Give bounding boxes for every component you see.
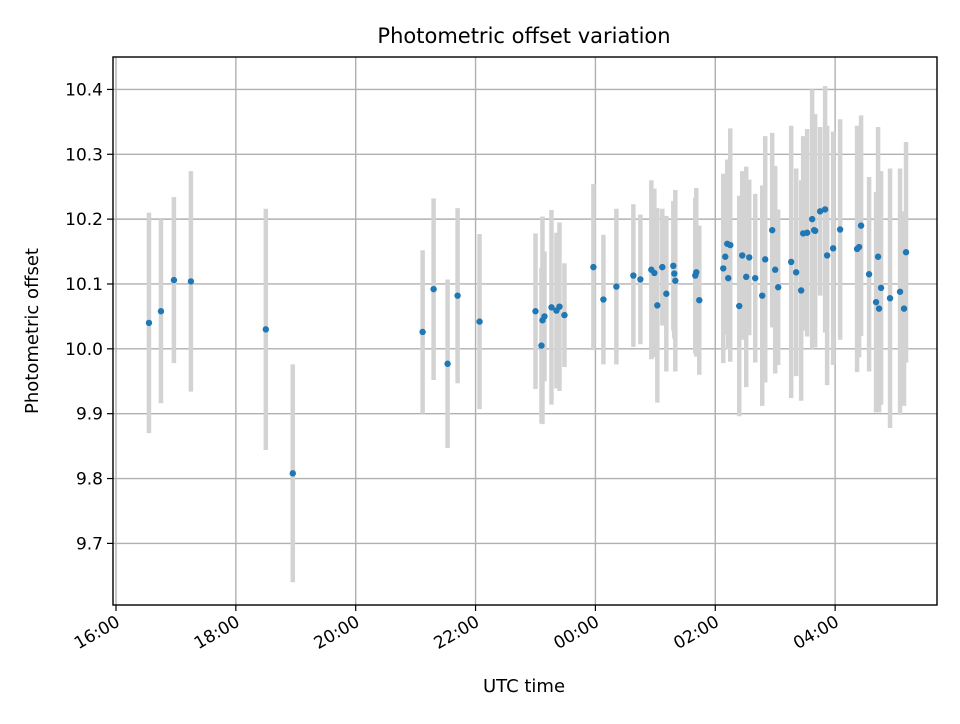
x-tick-label: 20:00: [311, 612, 363, 654]
data-point: [590, 263, 597, 271]
data-point: [157, 308, 165, 315]
chart-title: Photometric offset variation: [377, 24, 670, 48]
data-point: [630, 272, 637, 279]
data-point: [663, 290, 670, 297]
data-point: [759, 292, 766, 299]
data-point: [743, 273, 750, 281]
data-point: [875, 305, 883, 312]
data-point: [145, 319, 153, 327]
plot-frame: [112, 56, 938, 606]
data-point: [170, 276, 178, 284]
data-point: [720, 265, 727, 272]
data-point: [430, 285, 437, 293]
data-point: [816, 208, 824, 215]
x-tick-label: 02:00: [670, 612, 722, 654]
data-point: [752, 274, 759, 282]
point-layer: [145, 206, 910, 477]
data-point: [736, 302, 743, 310]
data-point: [696, 296, 703, 304]
y-tick-label: 9.7: [76, 534, 103, 554]
data-point: [651, 269, 658, 277]
data-point: [902, 249, 910, 256]
y-tick-label: 10.1: [65, 275, 103, 295]
data-point: [769, 226, 776, 234]
data-point: [855, 243, 863, 251]
x-axis-label: UTC time: [483, 676, 565, 697]
data-point: [532, 308, 539, 315]
data-point: [693, 269, 700, 276]
data-point: [792, 269, 800, 276]
data-point: [811, 227, 819, 235]
data-point: [454, 292, 461, 299]
data-point: [637, 276, 644, 283]
data-point: [874, 253, 882, 260]
data-point: [289, 470, 296, 477]
y-tick-label: 9.9: [76, 405, 103, 425]
x-tick-label: 16:00: [71, 612, 123, 654]
data-point: [187, 278, 195, 285]
data-point: [600, 296, 607, 303]
data-point: [739, 252, 746, 259]
x-tick-label: 04:00: [790, 612, 842, 654]
data-point: [671, 270, 678, 277]
y-tick-label: 9.8: [76, 470, 103, 490]
data-point: [561, 311, 568, 319]
data-point: [556, 303, 563, 310]
data-point: [419, 328, 426, 336]
data-point: [654, 302, 661, 309]
data-point: [672, 277, 679, 284]
x-tick-label: 18:00: [191, 612, 243, 654]
data-point: [821, 206, 829, 213]
data-point: [808, 215, 816, 223]
data-point: [872, 298, 880, 306]
data-point: [896, 288, 904, 295]
data-point: [476, 318, 483, 325]
data-point: [659, 263, 666, 271]
data-point: [823, 252, 831, 259]
data-point: [722, 253, 729, 260]
data-point: [829, 245, 837, 252]
data-point: [613, 283, 620, 290]
errorbar-layer: [146, 86, 909, 583]
data-point: [746, 254, 753, 261]
data-point: [762, 256, 769, 263]
data-point: [262, 326, 270, 333]
data-point: [886, 295, 894, 302]
data-point: [877, 284, 885, 292]
data-point: [548, 304, 555, 311]
data-point: [774, 284, 782, 291]
data-point: [541, 313, 548, 320]
data-point: [900, 305, 908, 312]
data-point: [865, 271, 873, 278]
data-point: [836, 226, 844, 233]
data-point: [670, 262, 677, 270]
data-point: [803, 229, 811, 236]
y-tick-label: 10.4: [65, 80, 103, 100]
y-tick-label: 10.0: [65, 340, 103, 360]
data-point: [727, 241, 734, 249]
data-point: [444, 360, 451, 367]
data-point: [857, 222, 865, 229]
data-point: [771, 266, 779, 273]
y-tick-label: 10.2: [65, 210, 103, 230]
data-point: [538, 342, 545, 349]
data-point: [787, 258, 795, 266]
data-point: [725, 274, 732, 282]
x-tick-label: 00:00: [550, 612, 602, 654]
x-tick-label: 22:00: [431, 612, 483, 654]
y-axis-label: Photometric offset: [22, 248, 43, 414]
data-point: [797, 287, 805, 294]
y-tick-label: 10.3: [65, 145, 103, 165]
